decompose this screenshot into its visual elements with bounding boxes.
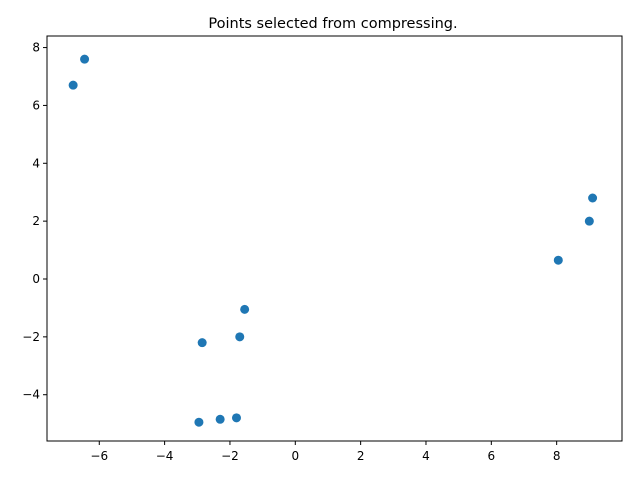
x-axis-ticks: −6 −4 −2 0 2 4 6 8 — [90, 441, 560, 463]
x-tick-label: 8 — [553, 449, 561, 463]
y-tick-label: 6 — [32, 98, 40, 112]
y-tick-label: 2 — [32, 214, 40, 228]
scatter-point — [584, 216, 594, 226]
scatter-point — [215, 414, 225, 424]
y-tick-label: −2 — [22, 330, 40, 344]
scatter-point — [588, 193, 598, 203]
x-tick-label: 4 — [422, 449, 430, 463]
y-axis-ticks: −4 −2 0 2 4 6 8 — [22, 41, 47, 402]
scatter-point — [235, 332, 245, 342]
y-tick-label: 8 — [32, 41, 40, 55]
x-tick-label: −2 — [221, 449, 239, 463]
x-tick-label: 6 — [487, 449, 495, 463]
scatter-point — [240, 304, 250, 314]
y-tick-label: 4 — [32, 156, 40, 170]
y-tick-label: 0 — [32, 272, 40, 286]
scatter-point — [68, 80, 78, 90]
x-tick-label: 0 — [291, 449, 299, 463]
chart-title: Points selected from compressing. — [208, 16, 457, 32]
data-points — [68, 54, 598, 427]
scatter-point — [194, 417, 204, 427]
x-tick-label: −6 — [90, 449, 108, 463]
x-tick-label: −4 — [156, 449, 174, 463]
plot-frame — [46, 35, 623, 442]
scatter-point — [80, 54, 90, 64]
scatter-point — [231, 413, 241, 423]
scatter-point — [197, 338, 207, 348]
x-tick-label: 2 — [357, 449, 365, 463]
scatter-point — [553, 255, 563, 265]
y-tick-label: −4 — [22, 388, 40, 402]
